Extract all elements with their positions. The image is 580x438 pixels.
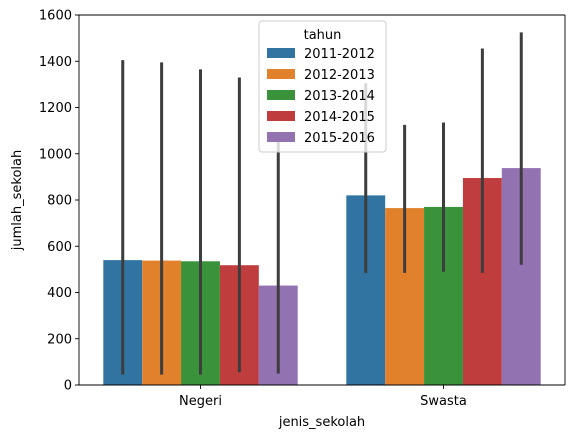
y-tick-label: 1000: [39, 147, 72, 162]
legend-label-2014-2015: 2014-2015: [304, 110, 375, 125]
legend-title: tahun: [304, 28, 342, 43]
legend-swatch-2014-2015: [267, 111, 295, 121]
y-tick-label: 1200: [39, 101, 72, 116]
legend-swatch-2011-2012: [267, 48, 295, 58]
y-axis-label: jumlah_sekolah: [10, 150, 25, 251]
y-tick-label: 400: [47, 286, 72, 301]
y-tick-label: 1600: [39, 9, 72, 24]
legend-label-2011-2012: 2011-2012: [304, 47, 375, 62]
x-tick-label-swasta: Swasta: [420, 394, 467, 409]
legend-swatch-2015-2016: [267, 132, 295, 142]
legend: tahun 2011-2012 2012-2013 2013-2014 2014-201…: [258, 20, 387, 153]
axes-layer: 0 200 400 600 800 1000 1200 1400 1600 Negeri Swast…: [39, 9, 566, 409]
x-tick-label-negeri: Negeri: [179, 394, 222, 409]
y-tick-label: 1400: [39, 55, 72, 70]
bars-layer: [103, 168, 541, 385]
x-axis-label: jenis_sekolah: [278, 415, 365, 430]
legend-swatch-2012-2013: [267, 69, 295, 79]
y-tick-label: 600: [47, 240, 72, 255]
y-tick-label: 800: [47, 194, 72, 209]
y-tick-label: 0: [64, 379, 72, 394]
y-tick-label: 200: [47, 332, 72, 347]
legend-label-2015-2016: 2015-2016: [304, 131, 375, 146]
legend-label-2013-2014: 2013-2014: [304, 89, 375, 104]
legend-label-2012-2013: 2012-2013: [304, 68, 375, 83]
error-bars-layer: [121, 32, 523, 375]
legend-swatch-2013-2014: [267, 90, 295, 100]
